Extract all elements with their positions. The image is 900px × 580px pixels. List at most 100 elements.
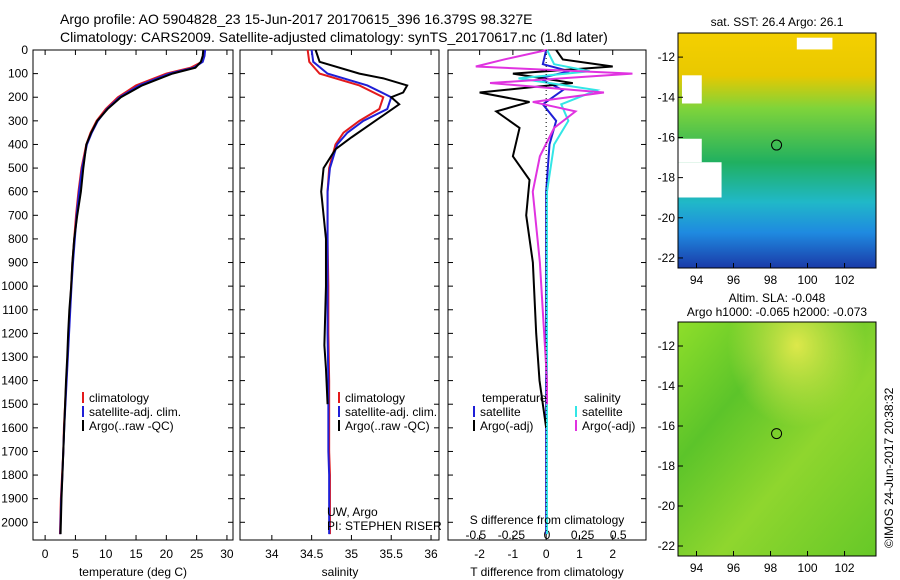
- depth-tick-label: 0: [21, 43, 28, 57]
- legend-t-argo: Argo(-adj): [480, 419, 533, 433]
- series-line-satellite-adj-clim-: [310, 49, 393, 535]
- s-difference-axis-label: S difference from climatology: [470, 513, 625, 527]
- x-tick-label: 34.5: [300, 547, 324, 561]
- depth-tick-label: 900: [8, 256, 28, 270]
- depth-tick-label: 400: [8, 137, 28, 151]
- depth-tick-label: 600: [8, 185, 28, 199]
- legend-salinity-title: salinity: [584, 391, 621, 405]
- series-line-satellite-adj-clim-: [59, 49, 207, 535]
- series-line-argo-raw-qc-: [59, 49, 205, 535]
- lat-tick-label: -22: [658, 539, 676, 553]
- depth-tick-label: 1900: [1, 492, 28, 506]
- difference-legend: temperature satellite Argo(-adj) salinit…: [473, 391, 635, 433]
- difference-panel: -2 -1 0 1 2 -0.5 -0.25 0 0.25 0.5 T difference f…: [447, 49, 647, 579]
- lat-tick-label: -14: [658, 90, 676, 104]
- temperature-axis-label: temperature (deg C): [79, 565, 187, 579]
- legend-s-satellite: satellite: [582, 405, 623, 419]
- lon-tick-label: 100: [798, 273, 818, 287]
- salinity-plot-frame: [239, 49, 440, 541]
- depth-tick-label: 1800: [1, 468, 28, 482]
- lat-tick-label: -16: [658, 419, 676, 433]
- depth-tick-label: 1100: [2, 303, 28, 317]
- sla-map-ticks: 94 96 98 100 102 -12 -14 -16 -18 -20 -22: [658, 339, 855, 575]
- figure-title-line1: Argo profile: AO 5904828_23 15-Jun-2017 …: [60, 11, 533, 27]
- depth-tick-label: 2000: [1, 515, 28, 529]
- lat-tick-label: -16: [658, 130, 676, 144]
- sla-map-title-line2: Argo h1000: -0.065 h2000: -0.073: [687, 305, 867, 319]
- lon-tick-label: 102: [835, 273, 855, 287]
- annotation-institution: UW, Argo: [327, 505, 378, 519]
- lat-tick-label: -20: [658, 499, 676, 513]
- lat-tick-label: -12: [658, 339, 676, 353]
- temperature-plot-frame: [32, 49, 234, 541]
- x-tick-label: 34: [265, 547, 279, 561]
- x-tick-label: 35: [345, 547, 359, 561]
- s-tick-label: 0.5: [610, 528, 627, 542]
- lon-tick-label: 102: [835, 561, 855, 575]
- depth-tick-label: 1400: [1, 374, 28, 388]
- legend-climatology: climatology: [89, 391, 149, 405]
- legend-climatology: climatology: [345, 391, 405, 405]
- s-tick-label: -0.25: [498, 528, 526, 542]
- x-tick-label: 2: [609, 547, 616, 561]
- sla-map-panel: Altim. SLA: -0.048 Argo h1000: -0.065 h2…: [658, 291, 877, 575]
- x-tick-label: 25: [190, 547, 204, 561]
- argo-position-marker: [771, 139, 783, 151]
- lon-tick-label: 98: [764, 561, 778, 575]
- lon-tick-label: 96: [727, 561, 741, 575]
- t-difference-axis-label: T difference from climatology: [470, 565, 624, 579]
- legend-argo: Argo(..raw -QC): [345, 419, 430, 433]
- x-tick-label: 5: [72, 547, 79, 561]
- lat-tick-label: -18: [658, 459, 676, 473]
- salinity-axis-ticks: 34 34.5 35 35.5 36: [240, 49, 439, 561]
- depth-tick-label: 1500: [1, 397, 28, 411]
- s-tick-label: 0.25: [571, 528, 595, 542]
- legend-t-satellite: satellite: [480, 405, 521, 419]
- depth-tick-label: 300: [8, 114, 28, 128]
- salinity-series: [306, 49, 409, 535]
- lon-tick-label: 98: [764, 273, 778, 287]
- x-tick-label: -1: [508, 547, 519, 561]
- x-tick-label: -2: [474, 547, 485, 561]
- depth-axis-ticks: 0 100 200 300 400 500 600 700 800 900 1000 1100 1200…: [1, 43, 28, 529]
- series-line-argo-raw-qc-: [314, 49, 409, 405]
- lat-tick-label: -22: [658, 251, 676, 265]
- sla-map-frame: [677, 321, 877, 557]
- sst-map-title: sat. SST: 26.4 Argo: 26.1: [711, 15, 844, 29]
- lon-tick-label: 94: [690, 561, 704, 575]
- x-tick-label: 10: [99, 547, 113, 561]
- s-tick-label: -0.5: [465, 528, 486, 542]
- temperature-panel: 0100200300400500600700800900100011001200…: [1, 43, 234, 579]
- depth-tick-label: 1600: [1, 421, 28, 435]
- depth-tick-label: 1200: [1, 326, 28, 340]
- sst-map-frame: [677, 32, 877, 269]
- copyright-timestamp: ©IMOS 24-Jun-2017 20:38:32: [882, 387, 896, 548]
- depth-tick-label: 1300: [1, 350, 28, 364]
- series-line-satellite: [518, 49, 601, 535]
- x-tick-label: 0: [42, 547, 49, 561]
- s-tick-label: 0: [544, 528, 551, 542]
- legend-satellite-adj: satellite-adj. clim.: [345, 405, 437, 419]
- x-tick-label: 20: [160, 547, 174, 561]
- lon-tick-label: 94: [690, 273, 704, 287]
- salinity-legend: climatology satellite-adj. clim. Argo(..…: [338, 391, 437, 433]
- lat-tick-label: -12: [658, 50, 676, 64]
- lon-tick-label: 96: [727, 273, 741, 287]
- lat-tick-label: -14: [658, 379, 676, 393]
- sla-map-title-line1: Altim. SLA: -0.048: [729, 291, 826, 305]
- legend-argo: Argo(..raw -QC): [89, 419, 174, 433]
- legend-satellite-adj: satellite-adj. clim.: [89, 405, 181, 419]
- lat-tick-label: -18: [658, 171, 676, 185]
- depth-tick-label: 1700: [1, 444, 28, 458]
- map-mask: [681, 75, 702, 104]
- depth-tick-label: 200: [8, 90, 28, 104]
- annotation-pi: PI: STEPHEN RISER: [327, 519, 442, 533]
- difference-series: [475, 49, 633, 540]
- series-line-argo-adj-: [475, 49, 633, 405]
- depth-tick-label: 700: [8, 208, 28, 222]
- t-difference-axis-ticks: -2 -1 0 1 2: [448, 49, 646, 561]
- map-mask: [796, 37, 833, 50]
- map-mask: [678, 138, 702, 163]
- x-tick-label: 36: [424, 547, 438, 561]
